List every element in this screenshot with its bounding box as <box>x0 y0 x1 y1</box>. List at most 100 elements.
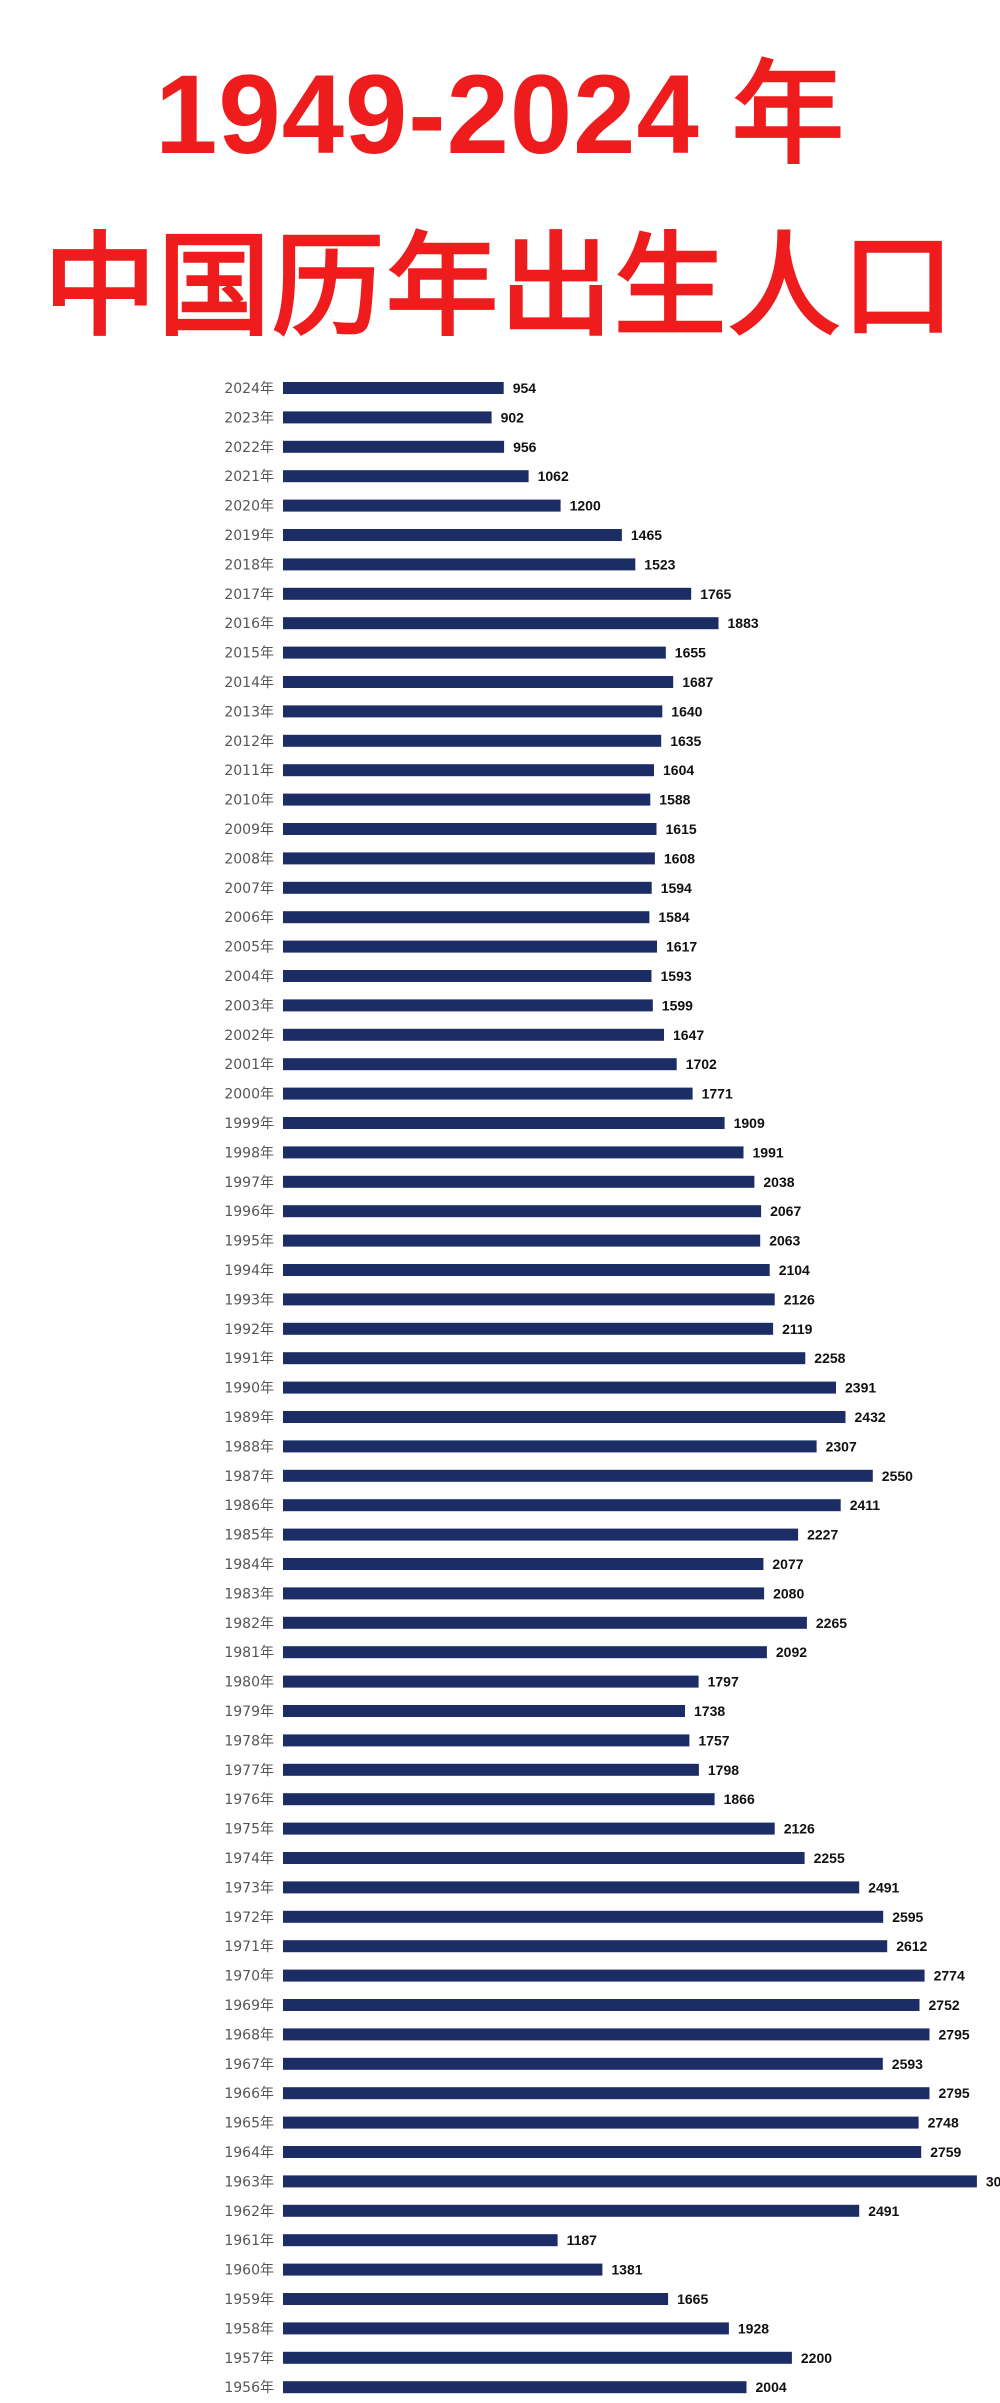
bar <box>283 2087 930 2100</box>
bars-group: 2024年 954 2023年 902 2022年 956 2021年 1062 2020年 12… <box>224 380 1000 2396</box>
bar <box>283 499 561 512</box>
y-tick-label: 1958年 <box>224 2321 274 2337</box>
bar <box>283 1528 799 1541</box>
y-tick-label: 1970年 <box>224 1969 274 1985</box>
bar <box>283 2293 669 2305</box>
bar <box>283 1558 764 1570</box>
data-label: 1617 <box>666 939 697 955</box>
y-tick-label: 1994年 <box>224 1263 274 1279</box>
y-tick-label: 2019年 <box>224 528 274 544</box>
bar <box>283 411 492 424</box>
bar <box>283 1469 873 1482</box>
bar <box>283 1822 775 1835</box>
data-label: 1702 <box>686 1056 717 1072</box>
bar <box>283 1940 888 1953</box>
y-tick-label: 1956年 <box>224 2380 274 2396</box>
data-label: 2612 <box>896 1938 927 1954</box>
data-label: 1465 <box>631 527 662 543</box>
data-label: 2255 <box>814 1850 845 1866</box>
y-tick-label: 1960年 <box>224 2263 274 2279</box>
bar <box>283 1675 699 1688</box>
y-tick-label: 1965年 <box>224 2116 274 2132</box>
data-label: 2411 <box>850 1497 881 1513</box>
y-tick-label: 1966年 <box>224 2086 274 2102</box>
data-label: 1593 <box>661 968 692 984</box>
data-label: 2491 <box>868 1879 899 1895</box>
data-label: 2795 <box>939 2026 970 2042</box>
y-tick-label: 1984年 <box>224 1557 274 1573</box>
data-label: 1584 <box>658 909 689 925</box>
data-label: 2748 <box>928 2115 959 2131</box>
bar <box>283 764 654 777</box>
y-tick-label: 1978年 <box>224 1733 274 1749</box>
data-label: 2595 <box>892 1909 923 1925</box>
data-label: 2752 <box>929 1997 960 2013</box>
bar <box>283 676 674 688</box>
bar <box>283 2322 729 2335</box>
bar <box>283 1411 846 1423</box>
data-label: 1604 <box>663 762 694 778</box>
data-label: 2774 <box>934 1968 965 1984</box>
bar <box>283 1175 755 1188</box>
data-label: 954 <box>513 380 537 396</box>
y-tick-label: 1976年 <box>224 1792 274 1808</box>
y-tick-label: 2013年 <box>224 704 274 720</box>
data-label: 1640 <box>671 703 702 719</box>
y-tick-label: 2007年 <box>224 881 274 897</box>
y-tick-label: 1995年 <box>224 1234 274 1250</box>
data-label: 1523 <box>644 556 675 572</box>
data-label: 1635 <box>670 733 701 749</box>
data-label: 1883 <box>728 615 759 631</box>
bar <box>283 558 636 571</box>
bar <box>283 1146 744 1159</box>
y-tick-label: 2017年 <box>224 587 274 603</box>
data-label: 2265 <box>816 1615 847 1631</box>
data-label: 2550 <box>882 1468 913 1484</box>
data-label: 3000 <box>986 2173 1000 2189</box>
y-tick-label: 1986年 <box>224 1498 274 1514</box>
data-label: 2307 <box>826 1438 857 1454</box>
bar <box>283 1440 817 1453</box>
bar <box>283 1028 664 1041</box>
bar <box>283 1763 699 1776</box>
bar <box>283 1234 761 1247</box>
y-tick-label: 2006年 <box>224 910 274 926</box>
y-tick-label: 1961年 <box>224 2233 274 2249</box>
data-label: 902 <box>501 409 525 425</box>
bar <box>283 2175 977 2188</box>
bar <box>283 2057 883 2070</box>
y-tick-label: 2002年 <box>224 1028 274 1044</box>
bar <box>283 2351 792 2364</box>
data-label: 1798 <box>708 1762 739 1778</box>
chart-title-line2: 中国历年出生人口 <box>44 222 956 352</box>
y-tick-label: 1971年 <box>224 1939 274 1955</box>
bar <box>283 1264 770 1276</box>
bar <box>283 734 662 747</box>
data-label: 2092 <box>776 1644 807 1660</box>
bar <box>283 2263 603 2276</box>
data-label: 1647 <box>673 1027 704 1043</box>
y-tick-label: 1964年 <box>224 2145 274 2161</box>
data-label: 2126 <box>784 1291 815 1307</box>
y-tick-label: 1990年 <box>224 1381 274 1397</box>
y-tick-label: 2000年 <box>224 1087 274 1103</box>
data-label: 2258 <box>814 1350 845 1366</box>
bar <box>283 1117 725 1129</box>
data-label: 1866 <box>724 1791 755 1807</box>
data-label: 2067 <box>770 1203 801 1219</box>
bar <box>283 1881 860 1894</box>
bar <box>283 852 655 865</box>
bar <box>283 1705 685 1717</box>
data-label: 1765 <box>700 586 731 602</box>
bar <box>283 1381 836 1394</box>
bar <box>283 1734 690 1747</box>
data-label: 1797 <box>708 1674 739 1690</box>
y-tick-label: 1996年 <box>224 1204 274 1220</box>
bar <box>283 382 504 394</box>
data-label: 1928 <box>738 2320 769 2336</box>
bar <box>283 911 650 924</box>
data-label: 1757 <box>698 1732 729 1748</box>
bar <box>283 1205 762 1218</box>
data-label: 1687 <box>682 674 713 690</box>
bar <box>283 2234 558 2247</box>
